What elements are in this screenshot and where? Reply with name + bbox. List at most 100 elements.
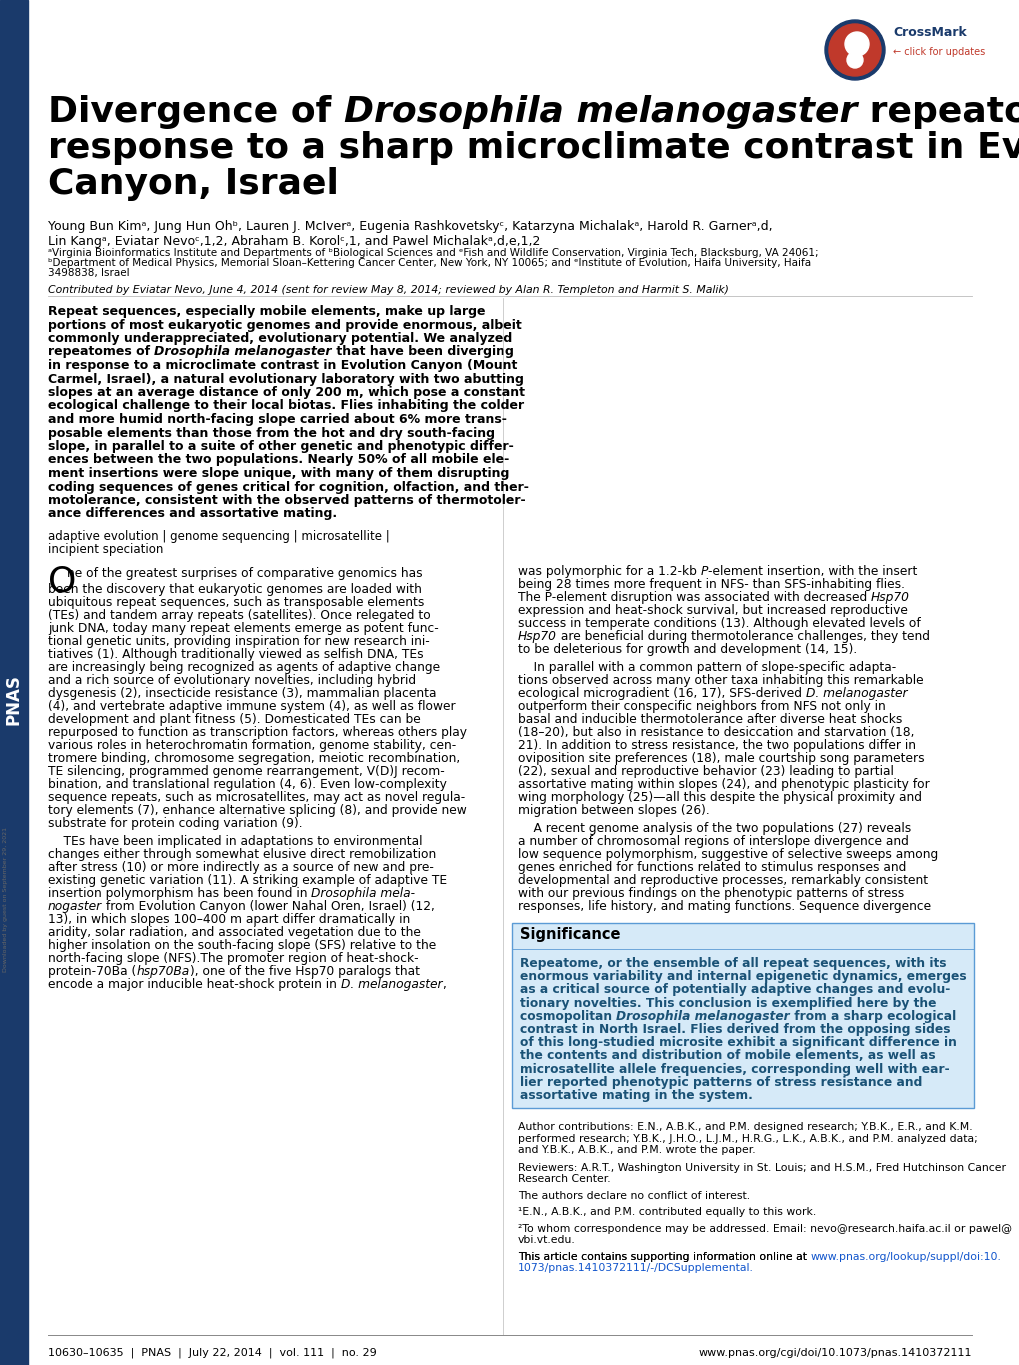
Text: with our previous findings on the phenotypic patterns of stress: with our previous findings on the phenot… xyxy=(518,887,904,900)
Text: being 28 times more frequent in NFS- than SFS-inhabiting flies.: being 28 times more frequent in NFS- tha… xyxy=(518,577,904,591)
Text: www.pnas.org/lookup/suppl/doi:10.: www.pnas.org/lookup/suppl/doi:10. xyxy=(810,1252,1001,1261)
Text: TE silencing, programmed genome rearrangement, V(D)J recom-: TE silencing, programmed genome rearrang… xyxy=(48,764,444,778)
Text: www.pnas.org/cgi/doi/10.1073/pnas.1410372111: www.pnas.org/cgi/doi/10.1073/pnas.141037… xyxy=(698,1349,971,1358)
Text: Author contributions: E.N., A.B.K., and P.M. designed research; Y.B.K., E.R., an: Author contributions: E.N., A.B.K., and … xyxy=(518,1122,972,1132)
Text: ᵇDepartment of Medical Physics, Memorial Sloan–Kettering Cancer Center, New York: ᵇDepartment of Medical Physics, Memorial… xyxy=(48,258,810,268)
Text: PNAS: PNAS xyxy=(5,674,23,725)
Text: are increasingly being recognized as agents of adaptive change: are increasingly being recognized as age… xyxy=(48,661,439,674)
Text: 13), in which slopes 100–400 m apart differ dramatically in: 13), in which slopes 100–400 m apart dif… xyxy=(48,913,410,925)
Text: This article contains supporting information online at: This article contains supporting informa… xyxy=(518,1252,810,1261)
Text: bination, and translational regulation (4, 6). Even low-complexity: bination, and translational regulation (… xyxy=(48,778,446,790)
Text: enormous variability and internal epigenetic dynamics, emerges: enormous variability and internal epigen… xyxy=(520,971,966,983)
Text: Repeatome, or the ensemble of all repeat sequences, with its: Repeatome, or the ensemble of all repeat… xyxy=(520,957,946,971)
Text: (4), and vertebrate adaptive immune system (4), as well as flower: (4), and vertebrate adaptive immune syst… xyxy=(48,700,455,713)
Text: ment insertions were slope unique, with many of them disrupting: ment insertions were slope unique, with … xyxy=(48,467,508,480)
Text: D. melanogaster: D. melanogaster xyxy=(340,977,442,991)
Text: repurposed to function as transcription factors, whereas others play: repurposed to function as transcription … xyxy=(48,726,467,738)
Text: after stress (10) or more indirectly as a source of new and pre-: after stress (10) or more indirectly as … xyxy=(48,861,433,874)
Text: ecological microgradient (16, 17), SFS-derived: ecological microgradient (16, 17), SFS-d… xyxy=(518,687,805,700)
Text: ance differences and assortative mating.: ance differences and assortative mating. xyxy=(48,508,337,520)
Text: sequence repeats, such as microsatellites, may act as novel regula-: sequence repeats, such as microsatellite… xyxy=(48,790,465,804)
Text: development and plant fitness (5). Domesticated TEs can be: development and plant fitness (5). Domes… xyxy=(48,713,421,726)
Text: Significance: Significance xyxy=(520,927,620,942)
Text: Hsp70: Hsp70 xyxy=(518,631,556,643)
Text: O: O xyxy=(48,565,76,599)
Text: ᵃVirginia Bioinformatics Institute and Departments of ᵇBiological Sciences and ᵉ: ᵃVirginia Bioinformatics Institute and D… xyxy=(48,248,818,258)
Text: in response to a microclimate contrast in Evolution Canyon (Mount: in response to a microclimate contrast i… xyxy=(48,359,517,373)
Text: Repeat sequences, especially mobile elements, make up large: Repeat sequences, especially mobile elem… xyxy=(48,304,485,318)
Text: insertion polymorphism has been found in: insertion polymorphism has been found in xyxy=(48,887,311,900)
Text: Drosophila mela-: Drosophila mela- xyxy=(311,887,415,900)
Text: The P-element disruption was associated with decreased: The P-element disruption was associated … xyxy=(518,591,870,603)
Text: In parallel with a common pattern of slope-specific adapta-: In parallel with a common pattern of slo… xyxy=(518,661,896,674)
Text: been the discovery that eukaryotic genomes are loaded with: been the discovery that eukaryotic genom… xyxy=(48,583,422,597)
Text: ubiquitous repeat sequences, such as transposable elements: ubiquitous repeat sequences, such as tra… xyxy=(48,597,424,609)
Text: assortative mating in the system.: assortative mating in the system. xyxy=(520,1089,752,1102)
Text: tional genetic units, providing inspiration for new research ini-: tional genetic units, providing inspirat… xyxy=(48,635,429,648)
Text: cosmopolitan: cosmopolitan xyxy=(520,1010,615,1022)
Text: Drosophila melanogaster: Drosophila melanogaster xyxy=(343,96,857,130)
Text: ²To whom correspondence may be addressed. Email: nevo@research.haifa.ac.il or pa: ²To whom correspondence may be addressed… xyxy=(518,1223,1011,1234)
Circle shape xyxy=(846,52,862,68)
Text: the contents and distribution of mobile elements, as well as: the contents and distribution of mobile … xyxy=(520,1050,934,1062)
Text: repeatomes in: repeatomes in xyxy=(857,96,1019,130)
Text: outperform their conspecific neighbors from NFS not only in: outperform their conspecific neighbors f… xyxy=(518,700,884,713)
Text: coding sequences of genes critical for cognition, olfaction, and ther-: coding sequences of genes critical for c… xyxy=(48,480,529,494)
Text: 21). In addition to stress resistance, the two populations differ in: 21). In addition to stress resistance, t… xyxy=(518,738,915,752)
Text: D. melanogaster: D. melanogaster xyxy=(805,687,907,700)
Text: (22), sexual and reproductive behavior (23) leading to partial: (22), sexual and reproductive behavior (… xyxy=(518,764,893,778)
Text: junk DNA, today many repeat elements emerge as potent func-: junk DNA, today many repeat elements eme… xyxy=(48,622,438,635)
Text: CrossMark: CrossMark xyxy=(892,26,966,38)
Text: existing genetic variation (11). A striking example of adaptive TE: existing genetic variation (11). A strik… xyxy=(48,874,446,887)
Text: vbi.vt.edu.: vbi.vt.edu. xyxy=(518,1235,575,1245)
FancyBboxPatch shape xyxy=(512,923,973,1108)
Text: portions of most eukaryotic genomes and provide enormous, albeit: portions of most eukaryotic genomes and … xyxy=(48,318,522,332)
Text: adaptive evolution | genome sequencing | microsatellite |: adaptive evolution | genome sequencing |… xyxy=(48,530,389,543)
Text: north-facing slope (NFS).The promoter region of heat-shock-: north-facing slope (NFS).The promoter re… xyxy=(48,951,418,965)
Text: tiatives (1). Although traditionally viewed as selfish DNA, TEs: tiatives (1). Although traditionally vie… xyxy=(48,648,423,661)
Text: ¹E.N., A.B.K., and P.M. contributed equally to this work.: ¹E.N., A.B.K., and P.M. contributed equa… xyxy=(518,1207,815,1218)
Text: various roles in heterochromatin formation, genome stability, cen-: various roles in heterochromatin formati… xyxy=(48,738,455,752)
Text: A recent genome analysis of the two populations (27) reveals: A recent genome analysis of the two popu… xyxy=(518,822,910,835)
Text: motolerance, consistent with the observed patterns of thermotoler-: motolerance, consistent with the observe… xyxy=(48,494,525,506)
Text: from a sharp ecological: from a sharp ecological xyxy=(790,1010,956,1022)
Text: basal and inducible thermotolerance after diverse heat shocks: basal and inducible thermotolerance afte… xyxy=(518,713,902,726)
Text: wing morphology (25)—all this despite the physical proximity and: wing morphology (25)—all this despite th… xyxy=(518,790,921,804)
Text: Canyon, Israel: Canyon, Israel xyxy=(48,167,338,201)
Text: Contributed by Eviatar Nevo, June 4, 2014 (sent for review May 8, 2014; reviewed: Contributed by Eviatar Nevo, June 4, 201… xyxy=(48,285,729,295)
Text: Lin Kangᵃ, Eviatar Nevoᶜ,1,2, Abraham B. Korolᶜ,1, and Pawel Michalakᵃ,d,e,1,2: Lin Kangᵃ, Eviatar Nevoᶜ,1,2, Abraham B.… xyxy=(48,235,540,248)
Text: P: P xyxy=(700,565,707,577)
Text: encode a major inducible heat-shock protein in: encode a major inducible heat-shock prot… xyxy=(48,977,340,991)
Text: substrate for protein coding variation (9).: substrate for protein coding variation (… xyxy=(48,818,303,830)
Text: incipient speciation: incipient speciation xyxy=(48,543,163,556)
Text: expression and heat-shock survival, but increased reproductive: expression and heat-shock survival, but … xyxy=(518,603,907,617)
Text: Hsp70: Hsp70 xyxy=(870,591,909,603)
Text: success in temperate conditions (13). Although elevated levels of: success in temperate conditions (13). Al… xyxy=(518,617,920,631)
Text: aridity, solar radiation, and associated vegetation due to the: aridity, solar radiation, and associated… xyxy=(48,925,421,939)
Text: Carmel, Israel), a natural evolutionary laboratory with two abutting: Carmel, Israel), a natural evolutionary … xyxy=(48,373,524,385)
Text: performed research; Y.B.K., J.H.O., L.J.M., H.R.G., L.K., A.B.K., and P.M. analy: performed research; Y.B.K., J.H.O., L.J.… xyxy=(518,1134,977,1144)
Text: protein-70Ba (: protein-70Ba ( xyxy=(48,965,137,977)
Text: 10630–10635  |  PNAS  |  July 22, 2014  |  vol. 111  |  no. 29: 10630–10635 | PNAS | July 22, 2014 | vol… xyxy=(48,1349,376,1358)
Text: and Y.B.K., A.B.K., and P.M. wrote the paper.: and Y.B.K., A.B.K., and P.M. wrote the p… xyxy=(518,1145,755,1155)
Text: a number of chromosomal regions of interslope divergence and: a number of chromosomal regions of inter… xyxy=(518,835,908,848)
Text: higher insolation on the south-facing slope (SFS) relative to the: higher insolation on the south-facing sl… xyxy=(48,939,436,951)
Text: microsatellite allele frequencies, corresponding well with ear-: microsatellite allele frequencies, corre… xyxy=(520,1062,949,1076)
Text: 1073/pnas.1410372111/-/DCSupplemental.: 1073/pnas.1410372111/-/DCSupplemental. xyxy=(518,1263,753,1274)
Text: slopes at an average distance of only 200 m, which pose a constant: slopes at an average distance of only 20… xyxy=(48,386,525,399)
Text: Reviewers: A.R.T., Washington University in St. Louis; and H.S.M., Fred Hutchins: Reviewers: A.R.T., Washington University… xyxy=(518,1163,1005,1173)
Text: to be deleterious for growth and development (14, 15).: to be deleterious for growth and develop… xyxy=(518,643,856,657)
Text: genes enriched for functions related to stimulus responses and: genes enriched for functions related to … xyxy=(518,861,906,874)
Text: nogaster: nogaster xyxy=(48,900,102,913)
Text: ,: , xyxy=(442,977,445,991)
Text: assortative mating within slopes (24), and phenotypic plasticity for: assortative mating within slopes (24), a… xyxy=(518,778,929,790)
Text: from Evolution Canyon (lower Nahal Oren, Israel) (12,: from Evolution Canyon (lower Nahal Oren,… xyxy=(102,900,434,913)
Text: changes either through somewhat elusive direct remobilization: changes either through somewhat elusive … xyxy=(48,848,436,861)
Text: developmental and reproductive processes, remarkably consistent: developmental and reproductive processes… xyxy=(518,874,927,887)
Text: The authors declare no conflict of interest.: The authors declare no conflict of inter… xyxy=(518,1190,749,1201)
Text: low sequence polymorphism, suggestive of selective sweeps among: low sequence polymorphism, suggestive of… xyxy=(518,848,937,861)
Text: commonly underappreciated, evolutionary potential. We analyzed: commonly underappreciated, evolutionary … xyxy=(48,332,512,345)
Text: responses, life history, and mating functions. Sequence divergence: responses, life history, and mating func… xyxy=(518,900,930,913)
Text: and a rich source of evolutionary novelties, including hybrid: and a rich source of evolutionary novelt… xyxy=(48,674,416,687)
Text: Downloaded by guest on September 29, 2021: Downloaded by guest on September 29, 202… xyxy=(3,827,8,972)
